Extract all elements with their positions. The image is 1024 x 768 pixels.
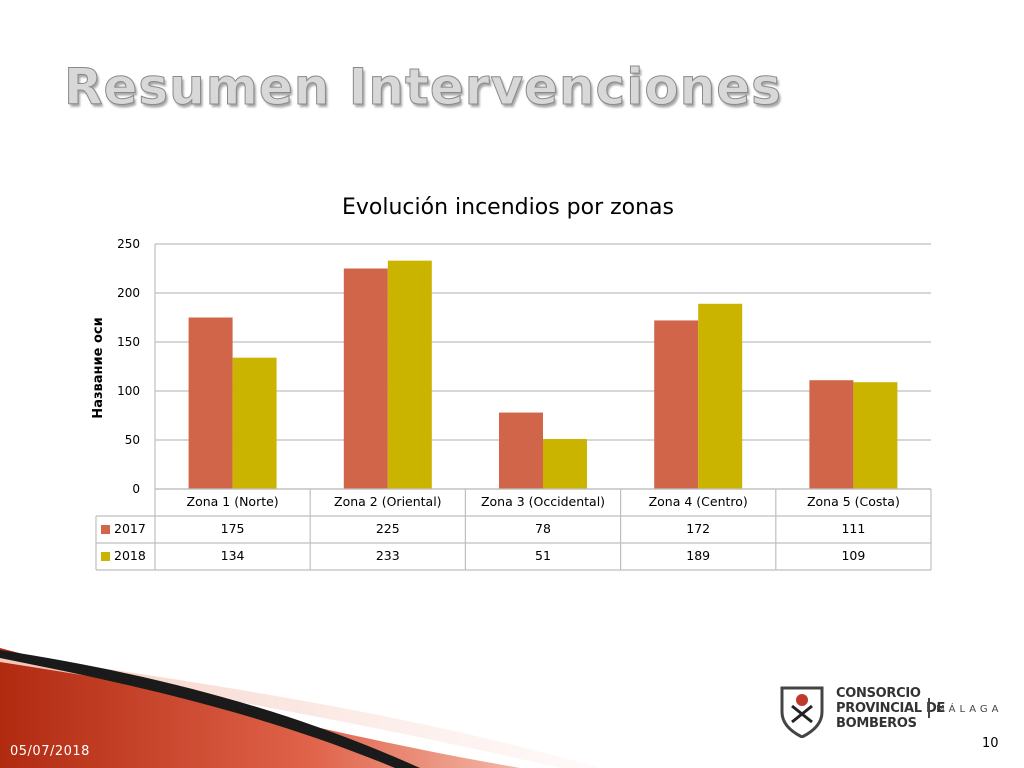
slide-title: Resumen Intervenciones (64, 58, 782, 117)
x-category-label: Zona 2 (Oriental) (334, 494, 442, 509)
table-value-2018-5: 109 (841, 548, 865, 563)
logo-city: MÁLAGA (936, 704, 1003, 715)
table-value-2017-2: 225 (376, 521, 400, 536)
table-value-2017-3: 78 (535, 521, 551, 536)
decorative-swoosh (0, 648, 600, 768)
logo-text: CONSORCIO PROVINCIAL DE BOMBEROS (836, 686, 945, 731)
bar-2017-3 (499, 412, 543, 489)
bar-2018-1 (232, 357, 277, 489)
x-category-label: Zona 3 (Occidental) (481, 494, 605, 509)
logo-separator (928, 698, 930, 718)
chart-title: Evolución incendios por zonas (342, 195, 674, 220)
bar-2017-5 (809, 380, 854, 489)
x-category-label: Zona 4 (Centro) (649, 494, 748, 509)
legend-label-2017: 2017 (114, 521, 146, 536)
table-value-2017-4: 172 (686, 521, 710, 536)
logo-line-1: CONSORCIO (836, 686, 921, 701)
bar-2018-4 (698, 303, 743, 489)
table-value-2018-3: 51 (535, 548, 551, 563)
logo-line-3: BOMBEROS (836, 716, 917, 731)
slide-number: 10 (982, 736, 999, 751)
table-value-2017-1: 175 (221, 521, 245, 536)
x-category-label: Zona 1 (Norte) (187, 494, 279, 509)
y-tick-label: 250 (117, 237, 140, 251)
legend-label-2018: 2018 (114, 548, 146, 563)
y-tick-label: 150 (117, 335, 140, 349)
table-value-2018-4: 189 (686, 548, 710, 563)
bar-2017-1 (188, 317, 233, 489)
bar-2017-4 (654, 320, 699, 489)
legend-swatch-2018 (101, 552, 110, 561)
logo: CONSORCIO PROVINCIAL DE BOMBEROS MÁLAGA (776, 682, 999, 738)
legend-swatch-2017 (101, 525, 110, 534)
y-axis-label: Название оси (91, 317, 106, 418)
footer-date: 05/07/2018 (10, 744, 90, 759)
data-table: Zona 1 (Norte) Zona 2 (Oriental) Zona 3 (O… (95, 488, 932, 571)
y-tick-label: 0 (132, 482, 140, 496)
table-value-2017-5: 111 (841, 521, 865, 536)
y-tick-label: 50 (125, 433, 140, 447)
table-value-2018-2: 233 (376, 548, 400, 563)
y-tick-labels: 0 50 100 150 200 250 (117, 237, 140, 496)
bar-2018-2 (387, 260, 432, 489)
bar-2017-2 (343, 268, 388, 489)
y-tick-label: 100 (117, 384, 140, 398)
table-value-2018-1: 134 (221, 548, 245, 563)
y-tick-label: 200 (117, 286, 140, 300)
logo-line-2: PROVINCIAL DE (836, 701, 946, 716)
bar-2018-3 (543, 439, 587, 489)
bar-2018-5 (853, 382, 898, 489)
x-category-label: Zona 5 (Costa) (807, 494, 900, 509)
bars (188, 260, 898, 489)
shield-icon (780, 686, 824, 738)
